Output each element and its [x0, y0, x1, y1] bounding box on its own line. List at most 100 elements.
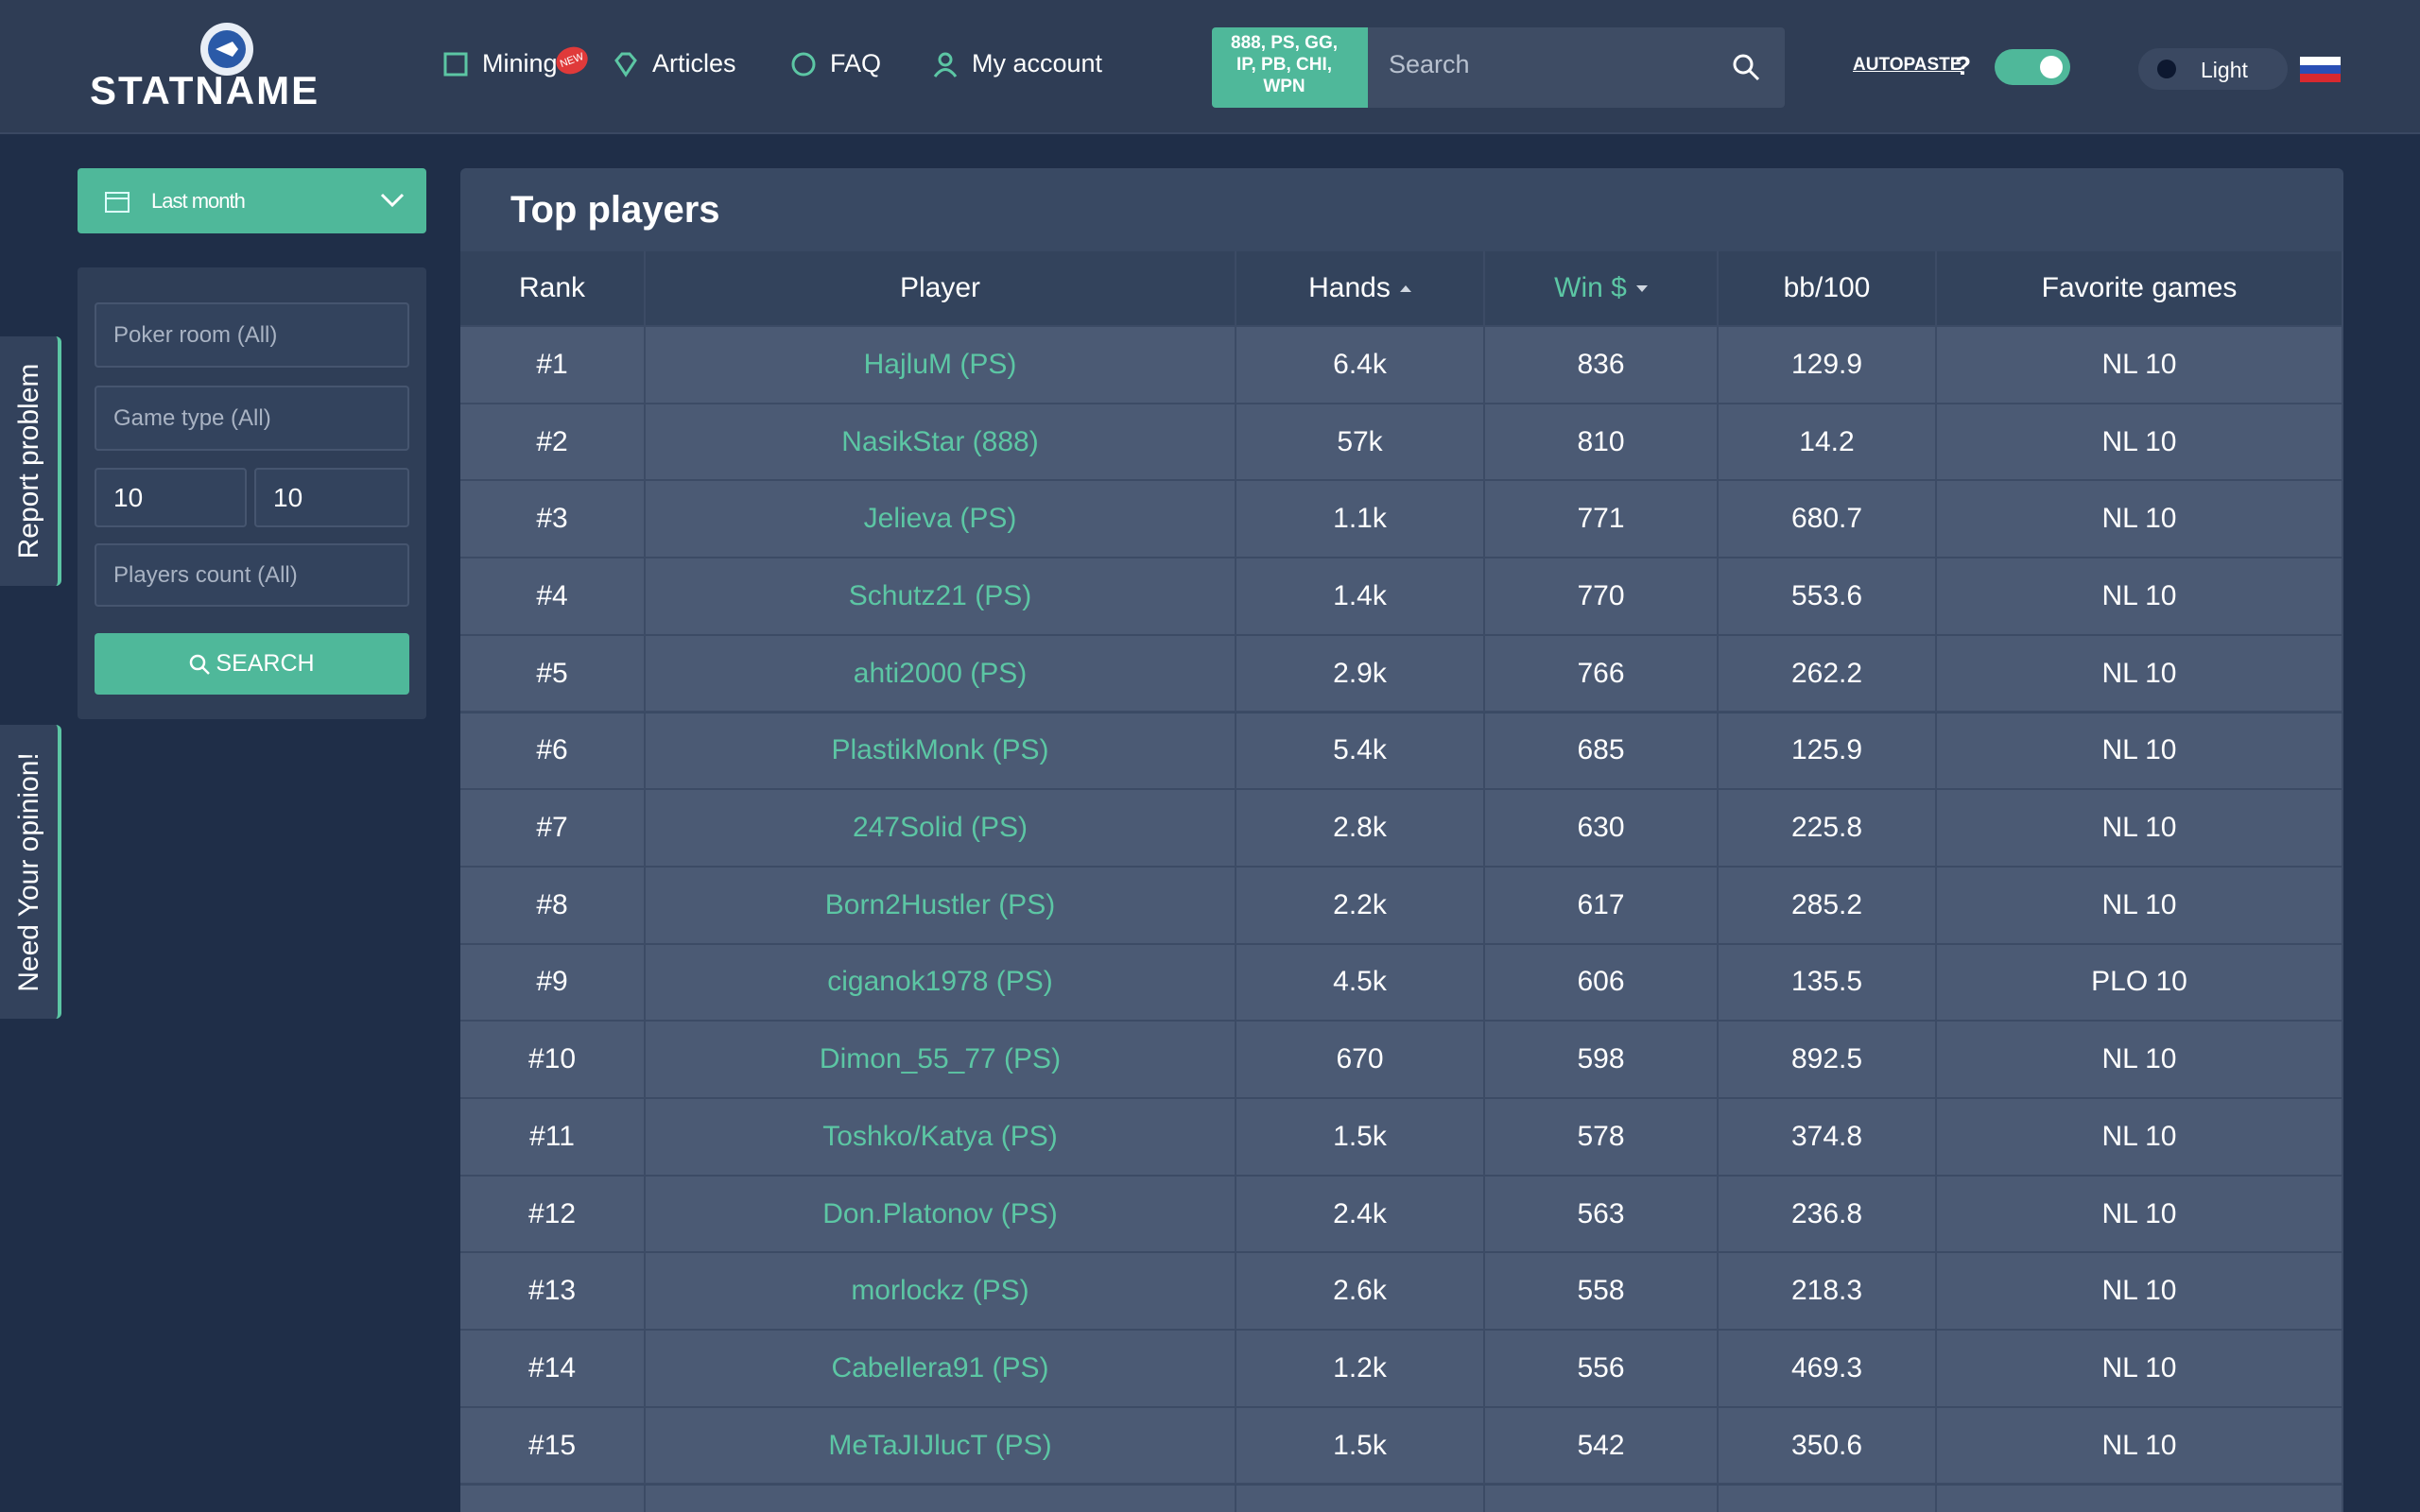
table-cell: #9 — [460, 944, 646, 1021]
period-dropdown[interactable]: Last month — [78, 168, 426, 233]
player-link[interactable]: Schutz21 (PS) — [646, 558, 1236, 634]
column-header[interactable]: Favorite games — [1937, 251, 2343, 325]
nav-item[interactable]: Mining — [442, 49, 558, 78]
table-cell: 2.4k — [1236, 1176, 1485, 1252]
table-cell: NL 10 — [1937, 558, 2343, 634]
nav-item[interactable]: FAQ — [790, 49, 881, 78]
table-cell: NL 10 — [1937, 1331, 2343, 1406]
icon — [190, 654, 211, 675]
search-button[interactable]: SEARCH — [95, 633, 409, 695]
new-badge: NEW — [552, 43, 592, 78]
table-cell: NL 10 — [1937, 481, 2343, 558]
table-cell: #15 — [460, 1407, 646, 1484]
max-input[interactable]: 10 — [254, 468, 409, 527]
language-flag[interactable] — [2300, 57, 2341, 82]
column-header[interactable]: Win $ — [1485, 251, 1719, 325]
table-cell: 135.5 — [1719, 944, 1937, 1021]
table-row: #9 ciganok1978 (PS) 4.5k 606 135.5 PLO 10 — [460, 944, 2343, 1022]
table-cell — [1719, 1485, 1937, 1512]
table-panel: Top players Rank Player Hands Win $ bb/100 Fa… — [460, 168, 2343, 1512]
player-link[interactable]: PlastikMonk (PS) — [646, 713, 1236, 789]
table-cell: #2 — [460, 404, 646, 480]
table-cell — [460, 1485, 646, 1512]
table-row: #8 Born2Hustler (PS) 2.2k 617 285.2 NL 10 — [460, 867, 2343, 945]
player-link[interactable]: Jelieva (PS) — [646, 481, 1236, 558]
game-type-input[interactable]: Game type (All) — [95, 386, 409, 451]
icon — [614, 52, 637, 77]
theme-dot — [2157, 60, 2176, 78]
player-link[interactable]: HajluM (PS) — [646, 327, 1236, 403]
table-cell: 225.8 — [1719, 790, 1937, 866]
player-link[interactable]: ahti2000 (PS) — [646, 635, 1236, 712]
table-cell: 558 — [1485, 1253, 1719, 1330]
table-cell: #13 — [460, 1253, 646, 1330]
player-link[interactable]: Don.Platonov (PS) — [646, 1176, 1236, 1252]
table-cell: 836 — [1485, 327, 1719, 403]
table-cell: #12 — [460, 1176, 646, 1252]
player-link[interactable]: Toshko/Katya (PS) — [646, 1099, 1236, 1175]
column-header[interactable]: Hands — [1236, 251, 1485, 325]
poker-room-input[interactable]: Poker room (All) — [95, 302, 409, 368]
table-cell: NL 10 — [1937, 867, 2343, 943]
search-icon[interactable] — [1732, 53, 1760, 81]
nav-item[interactable]: My account — [932, 49, 1102, 78]
side-tab[interactable]: Need Your opinion! — [0, 725, 61, 1019]
table-cell: 542 — [1485, 1407, 1719, 1484]
player-link[interactable]: Cabellera91 (PS) — [646, 1331, 1236, 1406]
table-cell: NL 10 — [1937, 635, 2343, 712]
table-row: #15 MeTaJIJlucT (PS) 1.5k 542 350.6 NL 10 — [460, 1407, 2343, 1486]
table-cell: 685 — [1485, 713, 1719, 789]
logo[interactable]: STATNAME — [90, 68, 320, 112]
player-link[interactable]: Born2Hustler (PS) — [646, 867, 1236, 943]
table-cell: 6.4k — [1236, 327, 1485, 403]
table-row: #1 HajluM (PS) 6.4k 836 129.9 NL 10 — [460, 327, 2343, 404]
table-cell: NL 10 — [1937, 404, 2343, 480]
table-row: #14 Cabellera91 (PS) 1.2k 556 469.3 NL 10 — [460, 1331, 2343, 1408]
table-row: #4 Schutz21 (PS) 1.4k 770 553.6 NL 10 — [460, 558, 2343, 636]
table-cell: 563 — [1485, 1176, 1719, 1252]
table-cell: 556 — [1485, 1331, 1719, 1406]
table-cell: 670 — [1236, 1022, 1485, 1097]
table-cell: 262.2 — [1719, 635, 1937, 712]
autopaste-toggle[interactable] — [1995, 49, 2070, 85]
table-cell: 2.8k — [1236, 790, 1485, 866]
theme-switch[interactable]: Light — [2138, 48, 2288, 90]
column-header-label: Rank — [518, 272, 586, 303]
search-button-label: SEARCH — [216, 650, 315, 677]
table-cell: NL 10 — [1937, 1099, 2343, 1175]
min-input[interactable]: 10 — [95, 468, 247, 527]
autopaste-help[interactable]: ? — [1955, 51, 1972, 80]
table-cell: 57k — [1236, 404, 1485, 480]
table-cell: NL 10 — [1937, 790, 2343, 866]
column-header-label: Win $ — [1554, 272, 1627, 303]
player-link[interactable]: morlockz (PS) — [646, 1253, 1236, 1330]
table-cell: NL 10 — [1937, 1407, 2343, 1484]
nav-item[interactable]: Articles — [613, 49, 736, 78]
room-selector[interactable]: 888, PS, GG, IP, PB, CHI, WPN — [1212, 27, 1368, 108]
table-title: Top players — [510, 189, 720, 231]
column-header[interactable]: bb/100 — [1719, 251, 1937, 325]
column-header[interactable]: Player — [646, 251, 1236, 325]
player-link[interactable]: Dimon_55_77 (PS) — [646, 1022, 1236, 1097]
players-count-input[interactable]: Players count (All) — [95, 543, 409, 607]
player-link[interactable]: MeTaJIJlucT (PS) — [646, 1407, 1236, 1484]
table-cell: #14 — [460, 1331, 646, 1406]
player-link[interactable]: NasikStar (888) — [646, 404, 1236, 480]
table-cell: NL 10 — [1937, 713, 2343, 789]
icon — [791, 52, 816, 76]
header-row: Rank Player Hands Win $ bb/100 Favorite games — [460, 251, 2343, 327]
table-row: #11 Toshko/Katya (PS) 1.5k 578 374.8 NL 10 — [460, 1099, 2343, 1177]
player-link[interactable]: ciganok1978 (PS) — [646, 944, 1236, 1021]
player-link[interactable]: 247Solid (PS) — [646, 790, 1236, 866]
search-input[interactable]: Search — [1368, 27, 1785, 108]
column-header[interactable]: Rank — [460, 251, 646, 325]
theme-label: Light — [2201, 58, 2248, 82]
table-cell: NL 10 — [1937, 1022, 2343, 1097]
side-tab[interactable]: Report problem — [0, 336, 61, 586]
table-cell: 1.5k — [1236, 1099, 1485, 1175]
autopaste-link[interactable]: AUTOPASTE — [1853, 55, 1962, 75]
table-row: #13 morlockz (PS) 2.6k 558 218.3 NL 10 — [460, 1253, 2343, 1332]
table-cell: 766 — [1485, 635, 1719, 712]
